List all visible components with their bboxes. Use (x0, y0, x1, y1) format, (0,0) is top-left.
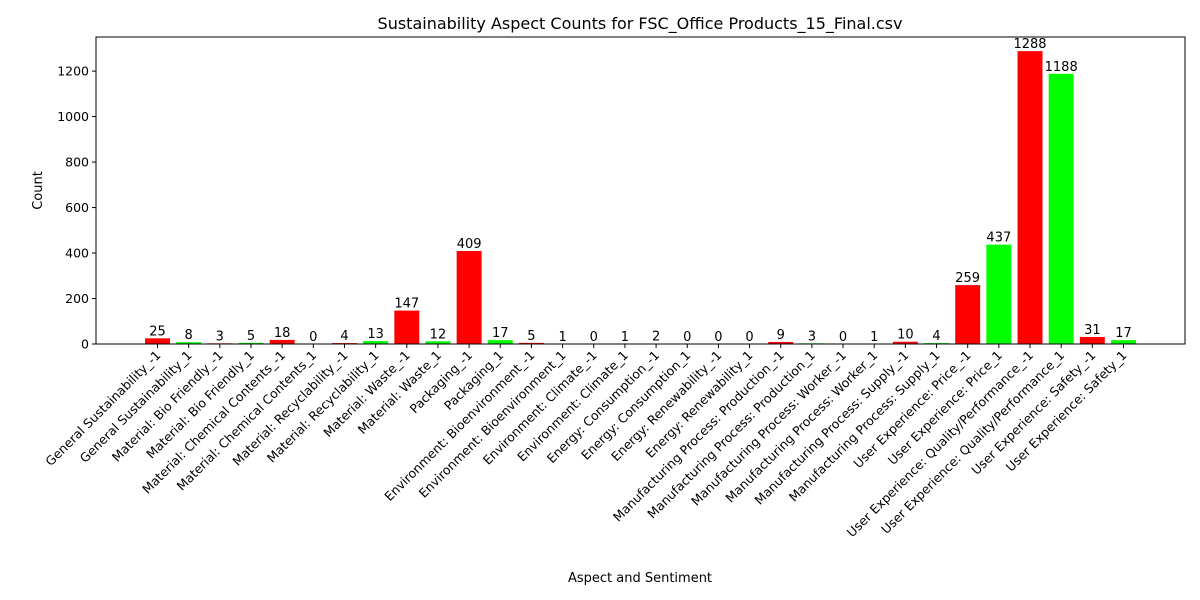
data-label: 1288 (1013, 37, 1046, 52)
bar (955, 285, 981, 344)
bar (986, 244, 1012, 344)
bars-group (145, 51, 1136, 344)
y-tick-label: 200 (65, 291, 89, 306)
data-label: 25 (149, 324, 166, 339)
bar (487, 340, 513, 344)
y-tick-label: 1200 (57, 64, 89, 79)
x-axis-label: Aspect and Sentiment (568, 571, 712, 586)
data-label: 31 (1084, 323, 1101, 338)
data-label: 10 (897, 328, 914, 343)
data-label: 409 (457, 237, 482, 252)
bar (518, 342, 544, 344)
y-tick-label: 800 (65, 155, 89, 170)
y-tick-label: 400 (65, 246, 89, 261)
data-label: 437 (986, 231, 1011, 246)
bar (892, 341, 918, 344)
data-label: 17 (492, 326, 509, 341)
data-label: 3 (216, 329, 224, 344)
data-label: 3 (808, 329, 816, 344)
data-label: 5 (527, 329, 535, 344)
bar (425, 341, 451, 344)
data-label: 0 (683, 330, 691, 345)
data-label: 17 (1115, 326, 1132, 341)
data-label: 4 (340, 329, 348, 344)
bar (394, 310, 420, 344)
data-label: 8 (185, 328, 193, 343)
y-tick-label: 600 (65, 200, 89, 215)
bar (363, 341, 389, 344)
y-tick-label: 1000 (57, 109, 89, 124)
bar (1079, 336, 1105, 344)
data-label: 2 (652, 330, 660, 345)
data-label: 147 (394, 297, 419, 312)
data-label: 1 (870, 330, 878, 345)
data-label: 1 (558, 330, 566, 345)
bar (176, 342, 202, 344)
data-label: 0 (590, 330, 598, 345)
bar (768, 341, 794, 344)
data-label: 1188 (1045, 60, 1078, 75)
chart-title: Sustainability Aspect Counts for FSC_Off… (378, 14, 903, 34)
data-label: 12 (430, 327, 447, 342)
bar (1111, 340, 1136, 344)
data-label: 13 (367, 327, 384, 342)
data-label: 259 (955, 271, 980, 286)
bar (456, 250, 482, 344)
data-label: 0 (714, 330, 722, 345)
data-label: 9 (777, 328, 785, 343)
data-label: 1 (621, 330, 629, 345)
plot-frame (95, 36, 1186, 345)
data-label: 4 (932, 329, 940, 344)
bar (1017, 51, 1043, 344)
data-label: 18 (274, 326, 291, 341)
y-tick-label: 0 (81, 337, 89, 352)
bar (145, 338, 170, 344)
y-axis: 0 200 400 600 800 1000 1200 (57, 64, 96, 352)
bar (269, 339, 295, 344)
data-label: 0 (309, 330, 317, 345)
data-label: 0 (745, 330, 753, 345)
data-label: 0 (839, 330, 847, 345)
bar (1048, 73, 1074, 344)
y-axis-label: Count (31, 171, 46, 210)
data-label: 5 (247, 329, 255, 344)
bar (238, 342, 264, 344)
